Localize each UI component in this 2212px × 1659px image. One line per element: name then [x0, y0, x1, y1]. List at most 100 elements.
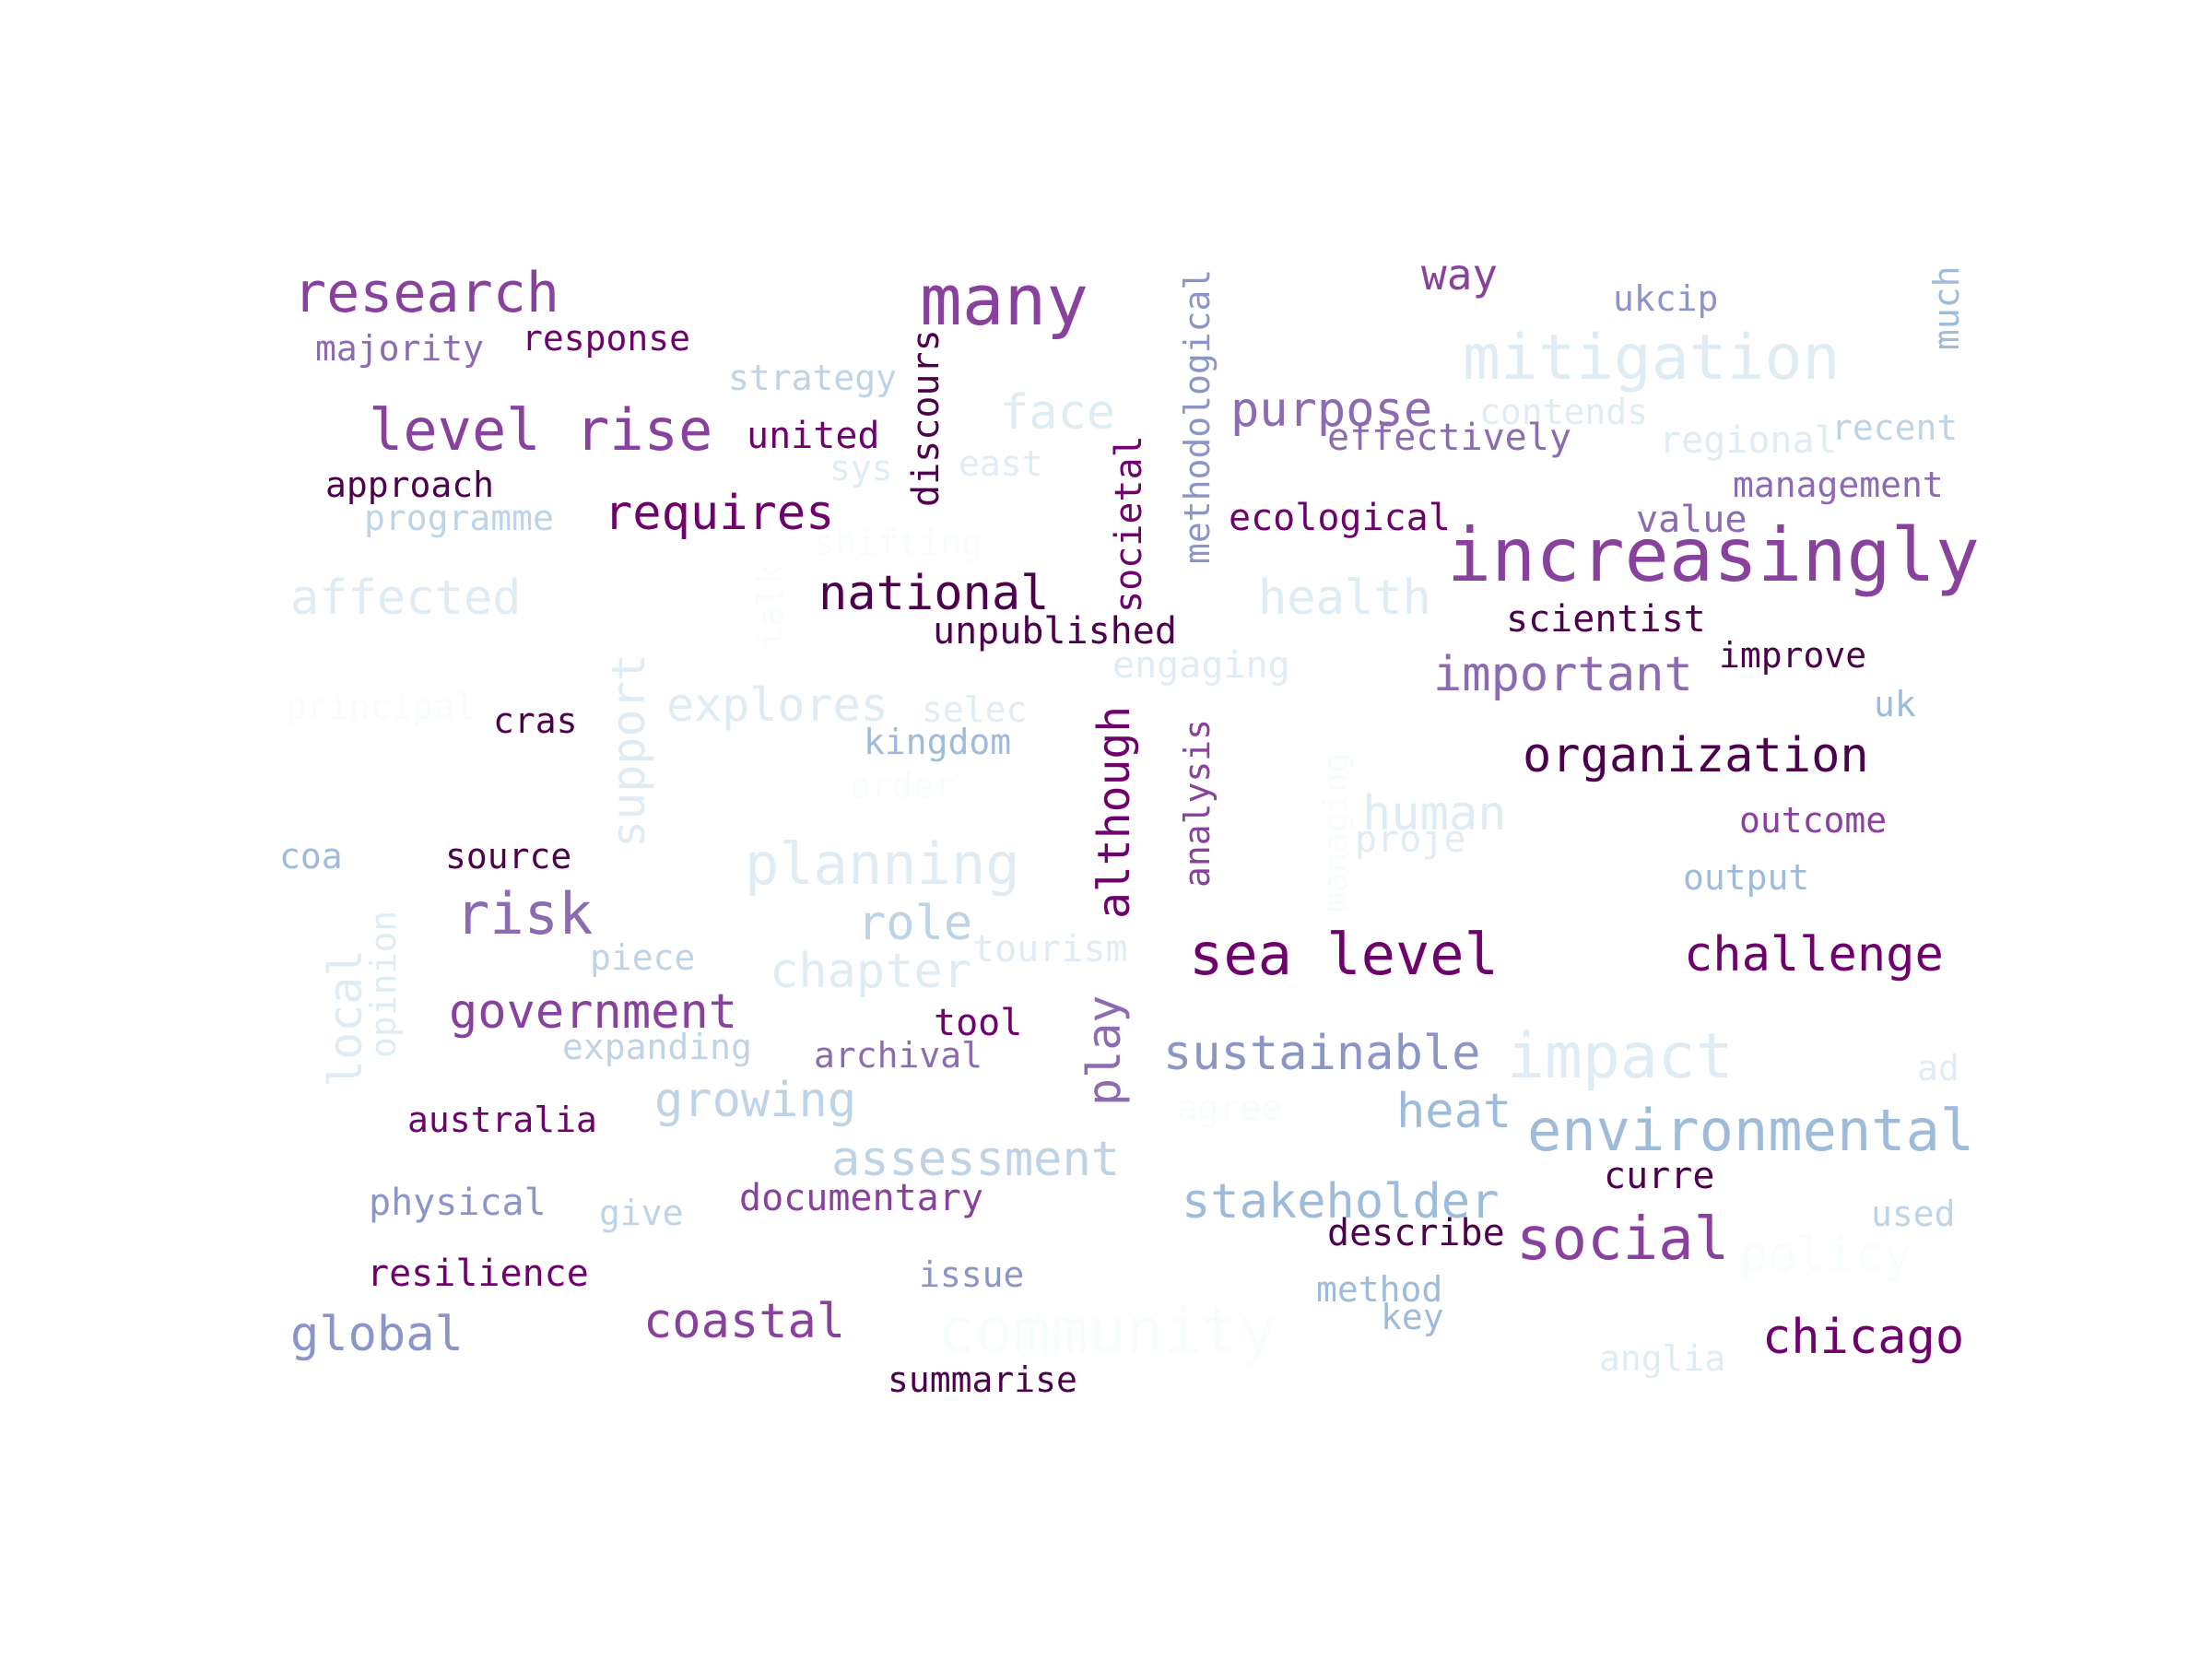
- word-chicago: chicago: [1762, 1310, 1965, 1365]
- word-effectively: effectively: [1327, 417, 1571, 459]
- word-talk: talk: [750, 563, 791, 648]
- word-level-rise: level rise: [369, 396, 713, 464]
- word-improve: improve: [1719, 635, 1867, 676]
- word-support: support: [602, 653, 655, 848]
- word-east: east: [959, 443, 1043, 484]
- word-source: source: [445, 836, 572, 877]
- word-scientist: scientist: [1506, 598, 1706, 641]
- word-coa: coa: [279, 836, 343, 877]
- word-value: value: [1636, 499, 1747, 541]
- word-important: important: [1433, 647, 1693, 702]
- word-local: local: [319, 948, 372, 1088]
- word-societal: societal: [1108, 435, 1150, 613]
- word-agree: agree: [1177, 1088, 1283, 1128]
- word-coastal: coastal: [643, 1294, 846, 1349]
- word-analysis: analysis: [1177, 718, 1218, 888]
- word-purpose: purpose: [1230, 382, 1433, 438]
- word-sea-level: sea level: [1189, 921, 1499, 988]
- word-uk: uk: [1874, 684, 1916, 724]
- word-used: used: [1871, 1194, 1956, 1234]
- word-give: give: [599, 1193, 684, 1233]
- word-anglia: anglia: [1599, 1338, 1726, 1379]
- word-cras: cras: [493, 700, 578, 741]
- word-stakeholder: stakeholder: [1182, 1174, 1500, 1230]
- word-majority: majority: [315, 328, 485, 369]
- word-response: response: [522, 318, 691, 359]
- word-challenge: challenge: [1684, 927, 1944, 982]
- word-environmental: environmental: [1527, 1097, 1975, 1164]
- word-tool: tool: [934, 1002, 1023, 1044]
- word-although: although: [1088, 705, 1140, 919]
- word-heat: heat: [1396, 1084, 1512, 1139]
- word-principal: principal: [286, 687, 476, 727]
- word-global: global: [290, 1307, 464, 1362]
- word-kingdom: kingdom: [864, 722, 1012, 762]
- word-shifting: shifting: [814, 523, 983, 563]
- word-ad: ad: [1917, 1048, 1959, 1088]
- word-way: way: [1421, 250, 1499, 300]
- word-recent: recent: [1831, 407, 1959, 448]
- word-impact: impact: [1507, 1020, 1734, 1093]
- word-physical: physical: [369, 1182, 547, 1224]
- word-role: role: [857, 896, 973, 951]
- word-face: face: [1000, 385, 1116, 441]
- word-planning: planning: [745, 830, 1020, 898]
- word-health: health: [1258, 571, 1431, 626]
- word-government: government: [449, 984, 738, 1040]
- word-proje: proje: [1355, 818, 1466, 861]
- word-unpublished: unpublished: [933, 610, 1177, 653]
- word-resilience: resilience: [367, 1253, 589, 1295]
- word-issue: issue: [919, 1254, 1025, 1295]
- word-summarise: summarise: [888, 1359, 1077, 1400]
- word-increasingly: increasingly: [1447, 512, 1980, 598]
- word-output: output: [1683, 857, 1810, 898]
- word-archival: archival: [814, 1035, 983, 1076]
- word-order: order: [850, 766, 956, 806]
- word-documentary: documentary: [739, 1177, 983, 1219]
- word-ukcip: ukcip: [1613, 278, 1719, 319]
- word-chapter: chapter: [770, 944, 972, 999]
- word-outcome: outcome: [1739, 800, 1888, 841]
- word-managing: managing: [1317, 752, 1355, 912]
- word-growing: growing: [654, 1073, 857, 1128]
- word-tourism: tourism: [972, 928, 1128, 971]
- word-discours: discours: [905, 329, 947, 507]
- word-risk: risk: [455, 880, 594, 947]
- word-requires: requires: [604, 486, 835, 541]
- word-expanding: expanding: [562, 1027, 752, 1067]
- word-many: many: [920, 259, 1089, 341]
- word-play: play: [1077, 994, 1131, 1106]
- word-mitigation: mitigation: [1463, 322, 1841, 394]
- word-sustainable: sustainable: [1163, 1026, 1481, 1081]
- word-policy: policy: [1739, 1228, 1912, 1283]
- word-organization: organization: [1523, 728, 1869, 783]
- word-national: national: [818, 566, 1050, 621]
- word-selec: selec: [922, 689, 1028, 730]
- word-explores: explores: [666, 678, 888, 732]
- word-key: key: [1381, 1297, 1444, 1337]
- word-human: human: [1362, 786, 1507, 841]
- word-affected: affected: [290, 571, 522, 626]
- word-research: research: [293, 261, 559, 325]
- word-sys: sys: [830, 448, 893, 488]
- word-engaging: engaging: [1112, 644, 1290, 687]
- word-ecological: ecological: [1229, 497, 1451, 539]
- word-strategy: strategy: [728, 358, 898, 398]
- word-describe: describe: [1327, 1212, 1505, 1254]
- word-social: social: [1516, 1206, 1730, 1274]
- word-methodological: methodological: [1177, 268, 1218, 564]
- word-regional: regional: [1659, 419, 1837, 462]
- word-approach: approach: [325, 465, 495, 505]
- word-piece: piece: [590, 937, 696, 978]
- word-community: community: [937, 1295, 1277, 1368]
- word-curre: curre: [1604, 1155, 1715, 1197]
- word-contends: contends: [1479, 392, 1649, 432]
- word-much: much: [1926, 265, 1967, 350]
- word-australia: australia: [407, 1100, 597, 1140]
- word-management: management: [1733, 465, 1944, 505]
- word-united: united: [747, 415, 880, 457]
- word-programme: programme: [364, 498, 554, 538]
- word-assessment: assessment: [831, 1132, 1121, 1187]
- word-method: method: [1316, 1269, 1443, 1310]
